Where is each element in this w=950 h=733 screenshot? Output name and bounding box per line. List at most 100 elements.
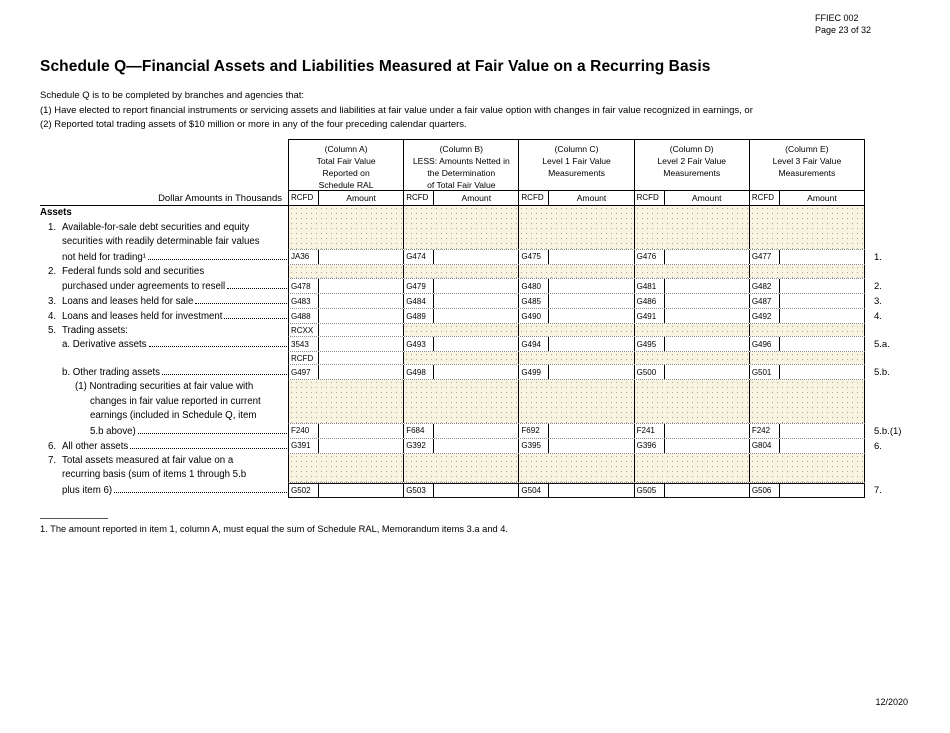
amount-field [664,279,749,293]
item-code-cell: G481 [634,279,665,293]
data-cell: G506 [749,483,866,497]
data-cell: G504 [519,483,635,497]
item-description-line: not held for trading¹ [40,250,288,265]
row-cells [288,380,866,424]
row-description: 5. Trading assets: [40,324,288,337]
data-cell: G489 [404,309,520,323]
data-cell: G505 [634,483,750,497]
item-code-cell: G489 [404,309,435,323]
intro-line: (1) Have elected to report financial ins… [40,104,753,116]
item-description-line: 1. Available-for-sale debt securities and… [40,221,288,236]
row-description: 3. Loans and leases held for sale [40,294,288,309]
column-header-line: Level 3 Fair Value [772,156,842,166]
data-cell: G475 [519,249,635,264]
footnote: 1. The amount reported in item 1, column… [40,524,509,534]
item-text: Trading assets: [62,325,128,336]
row-description: plus item 6) [40,483,288,498]
subheader-column: RCFD Amount [635,191,750,205]
item-description-line: 4. Loans and leases held for investment [40,309,288,324]
column-header: (Column D) Level 2 Fair Value Measurements [635,140,750,190]
shaded-cell [519,380,635,423]
shaded-cell [749,264,866,278]
item-code-cell: G480 [519,279,550,293]
item-number-label [865,454,925,483]
table-row: b. Other trading assets G497 G498 G499 G500 G… [40,365,925,380]
item-code-cell: G497 [289,365,319,379]
data-cell: F241 [634,423,750,438]
item-description-line: changes in fair value reported in curren… [40,395,288,410]
table-row: plus item 6) G502 G503 G504 G505 G506 7. [40,482,925,498]
amount-field [319,365,404,379]
item-number: 4. [48,311,57,322]
shaded-cell [634,380,750,423]
item-text: Loans and leases held for sale [62,296,194,307]
item-text: All other assets [62,440,129,452]
table-row: purchased under agreements to resell G478… [40,279,925,294]
shaded-cell [749,324,866,336]
amount-field [434,483,519,497]
data-cell: G493 [404,337,520,351]
page-date: 12/2020 [875,697,908,707]
amount-field [549,279,634,293]
code-column-label: RCFD [635,191,665,205]
column-header-line: Measurements [663,168,721,178]
item-description-line: earnings (included in Schedule Q, item [40,409,288,424]
item-code-cell: G499 [519,365,550,379]
shaded-cell [519,352,635,364]
item-text: (1) Nontrading securities at fair value … [75,381,254,392]
amount-field [549,309,634,323]
row-cells [288,453,866,483]
item-code-cell: G484 [404,294,435,308]
data-cell: G485 [519,294,635,308]
data-cell: G477 [749,249,866,264]
row-description: purchased under agreements to resell [40,279,288,294]
item-description-line: 7. Total assets measured at fair value on… [40,454,288,469]
row-cells: G391 G392 G395 G396 G804 [288,438,866,454]
intro-line: Schedule Q is to be completed by branche… [40,90,305,101]
data-cell: G495 [634,337,750,351]
column-header-line: (Column C) [554,144,599,154]
data-cell: G490 [519,309,635,323]
data-cell: G391 [289,438,405,453]
table-row: 7. Total assets measured at fair value on… [40,453,925,483]
shaded-cell [634,264,750,278]
table-row: 6. All other assets G391 G392 G395 G396 G804 6. [40,438,925,454]
table-column-header-row: (Column A) Total Fair Value Reported on Sch… [40,139,925,191]
data-cell: G491 [634,309,750,323]
data-cell: G494 [519,337,635,351]
data-cell: G496 [749,337,866,351]
item-text: Available-for-sale debt securities and e… [62,221,250,233]
column-header: (Column C) Level 1 Fair Value Measurements [519,140,635,190]
form-code: FFIEC 002 [815,13,859,23]
item-code-cell: F241 [634,423,665,438]
item-code-cell: G483 [289,294,319,308]
item-description-line: (1) Nontrading securities at fair value … [40,380,288,395]
item-code-cell: G477 [749,249,780,264]
shaded-cell [289,453,405,482]
shaded-cell [749,453,866,482]
item-number: 3. [48,296,57,307]
item-number-label: 2. [874,281,882,292]
data-cell: G483 [289,294,405,308]
amount-field [779,423,865,438]
item-code-cell: G479 [404,279,435,293]
item-code-cell: G493 [404,337,435,351]
data-cell: F240 [289,423,405,438]
data-cell: G478 [289,279,405,293]
shaded-cell [319,352,404,364]
row-cells: JA36 G474 G475 G476 G477 [288,249,866,265]
shaded-cell [634,352,750,364]
item-number-label [865,206,925,250]
amount-field [779,249,865,264]
dollar-amounts-note: Dollar Amounts in Thousands [40,191,288,206]
shaded-cell [319,324,404,336]
amount-field [319,249,404,264]
item-number: 1. [48,221,57,233]
data-cell: G500 [634,365,750,379]
item-description-line: 3. Loans and leases held for sale [40,294,288,309]
row-cells: G488 G489 G490 G491 G492 [288,309,866,324]
amount-field [549,294,634,308]
amount-field [319,309,404,323]
shaded-cell [404,264,520,278]
